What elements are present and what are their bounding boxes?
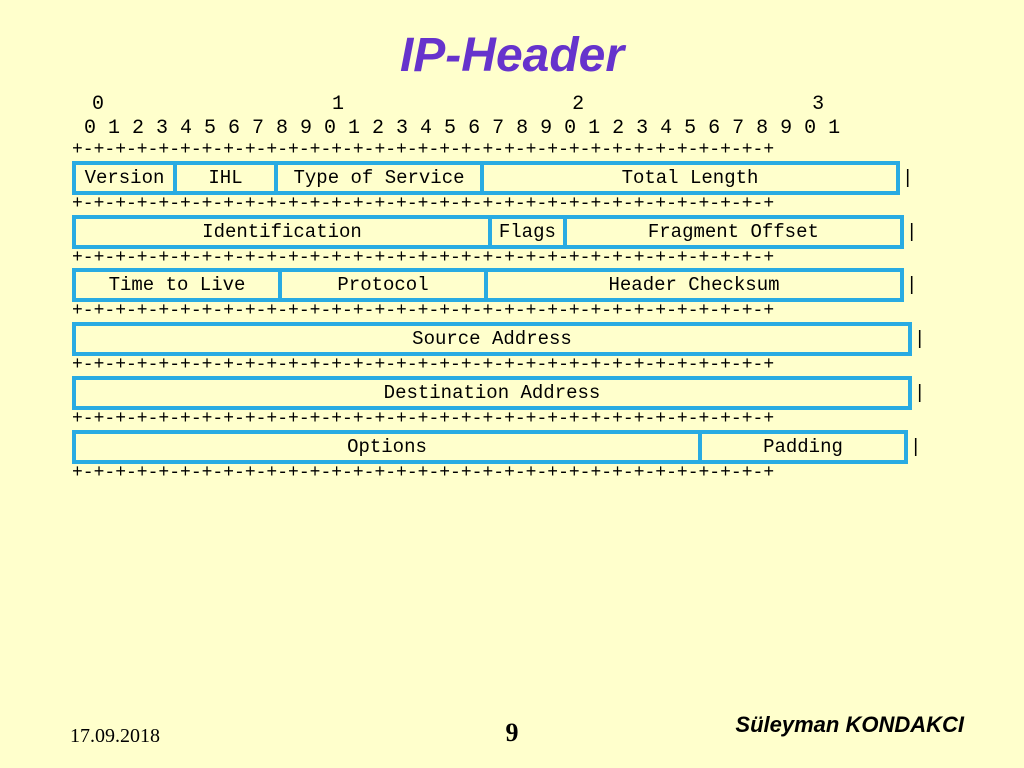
field-source-address: Source Address xyxy=(72,322,912,356)
field-total-length: Total Length xyxy=(480,161,900,195)
row-separator: +-+-+-+-+-+-+-+-+-+-+-+-+-+-+-+-+-+-+-+-… xyxy=(72,249,952,269)
header-row: IdentificationFlagsFragment Offset| xyxy=(72,215,952,249)
slide-title: IP-Header xyxy=(0,0,1024,93)
row-separator: +-+-+-+-+-+-+-+-+-+-+-+-+-+-+-+-+-+-+-+-… xyxy=(72,302,952,322)
field-type-of-service: Type of Service xyxy=(274,161,484,195)
field-options: Options xyxy=(72,430,702,464)
header-row: Source Address| xyxy=(72,322,952,356)
footer-author: Süleyman KONDAKCI xyxy=(735,712,964,738)
footer-page-number: 9 xyxy=(506,718,519,748)
field-destination-address: Destination Address xyxy=(72,376,912,410)
field-protocol: Protocol xyxy=(278,268,488,302)
footer-date: 17.09.2018 xyxy=(70,725,160,748)
field-time-to-live: Time to Live xyxy=(72,268,282,302)
row-separator: +-+-+-+-+-+-+-+-+-+-+-+-+-+-+-+-+-+-+-+-… xyxy=(72,195,952,215)
field-padding: Padding xyxy=(698,430,908,464)
field-fragment-offset: Fragment Offset xyxy=(563,215,904,249)
field-identification: Identification xyxy=(72,215,492,249)
row-separator: +-+-+-+-+-+-+-+-+-+-+-+-+-+-+-+-+-+-+-+-… xyxy=(72,410,952,430)
row-separator: +-+-+-+-+-+-+-+-+-+-+-+-+-+-+-+-+-+-+-+-… xyxy=(72,464,952,484)
bit-ruler-major: 0 1 2 3 xyxy=(72,93,952,117)
field-ihl: IHL xyxy=(173,161,278,195)
header-row: Time to LiveProtocolHeader Checksum| xyxy=(72,268,952,302)
row-separator: +-+-+-+-+-+-+-+-+-+-+-+-+-+-+-+-+-+-+-+-… xyxy=(72,141,952,161)
ip-header-diagram: 0 1 2 3 0 1 2 3 4 5 6 7 8 9 0 1 2 3 4 5 … xyxy=(72,93,952,484)
field-version: Version xyxy=(72,161,177,195)
field-header-checksum: Header Checksum xyxy=(484,268,904,302)
field-flags: Flags xyxy=(488,215,567,249)
header-row: Destination Address| xyxy=(72,376,952,410)
bit-ruler-minor: 0 1 2 3 4 5 6 7 8 9 0 1 2 3 4 5 6 7 8 9 … xyxy=(72,117,952,141)
header-row: OptionsPadding| xyxy=(72,430,952,464)
row-separator: +-+-+-+-+-+-+-+-+-+-+-+-+-+-+-+-+-+-+-+-… xyxy=(72,356,952,376)
header-row: VersionIHLType of ServiceTotal Length| xyxy=(72,161,952,195)
